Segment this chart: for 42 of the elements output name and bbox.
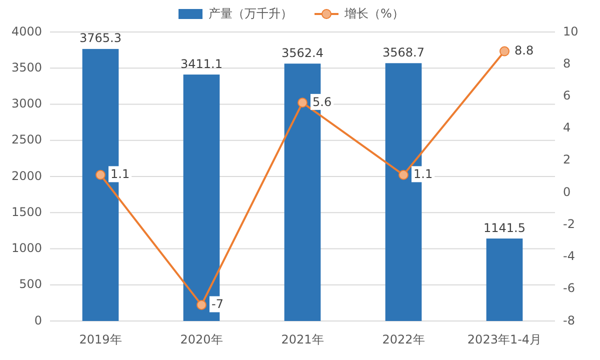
point [500, 46, 510, 56]
legend-label: 产量（万千升） [208, 6, 292, 20]
y-tick-label: 3000 [11, 96, 42, 111]
data-label: 1.1 [414, 167, 433, 182]
data-label: 3411.1 [180, 56, 222, 71]
y2-tick-label: 0 [563, 184, 571, 199]
y2-tick-label: -4 [563, 249, 575, 264]
x-tick-label: 2022年 [382, 332, 425, 346]
y2-tick-label: 2 [563, 152, 571, 167]
legend-label: 增长（%） [344, 6, 404, 20]
y-tick-label: 500 [19, 277, 42, 292]
data-label: 3568.7 [382, 45, 424, 60]
data-label: 8.8 [514, 44, 534, 58]
data-label: -7 [212, 297, 224, 312]
data-label: 1.1 [110, 167, 130, 182]
data-label: 1141.5 [484, 220, 526, 235]
x-tick-label: 2020年 [180, 332, 223, 346]
y-tick-label: 1000 [11, 241, 42, 256]
point [96, 170, 106, 180]
x-tick-label: 2021年 [281, 332, 324, 346]
y2-tick-label: -8 [563, 313, 575, 328]
bar [486, 238, 523, 321]
y-tick-label: 2500 [11, 132, 42, 147]
x-tick-label: 2019年 [79, 332, 122, 346]
y2-tick-label: 4 [563, 120, 571, 135]
data-label: 3765.3 [80, 31, 122, 46]
point [398, 170, 408, 180]
point [196, 300, 206, 310]
y2-tick-label: -2 [563, 216, 575, 231]
y-tick-label: 4000 [11, 24, 42, 38]
y2-tick-label: 6 [563, 88, 571, 103]
x-tick-label: 2023年1-4月 [467, 332, 542, 346]
y2-tick-label: -6 [563, 281, 575, 296]
data-label: 3562.4 [282, 46, 324, 60]
y-tick-label: 0 [34, 313, 42, 328]
y2-tick-label: 8 [563, 56, 571, 70]
y2-tick-label: 10 [563, 24, 578, 38]
point [298, 98, 308, 108]
y-tick-label: 1500 [11, 204, 42, 219]
y-tick-label: 3500 [11, 60, 42, 74]
data-label: 5.6 [312, 94, 332, 109]
y-tick-label: 2000 [11, 168, 42, 183]
